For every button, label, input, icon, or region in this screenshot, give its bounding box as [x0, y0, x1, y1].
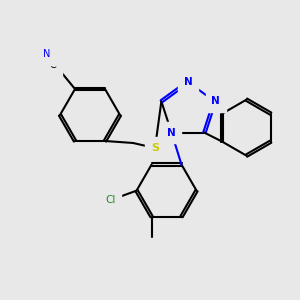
- Text: Cl: Cl: [105, 195, 116, 205]
- Text: N: N: [167, 128, 176, 138]
- Text: N: N: [211, 96, 220, 106]
- Text: N: N: [44, 49, 51, 59]
- Text: N: N: [184, 77, 192, 87]
- Text: S: S: [151, 143, 159, 153]
- Text: C: C: [50, 60, 56, 70]
